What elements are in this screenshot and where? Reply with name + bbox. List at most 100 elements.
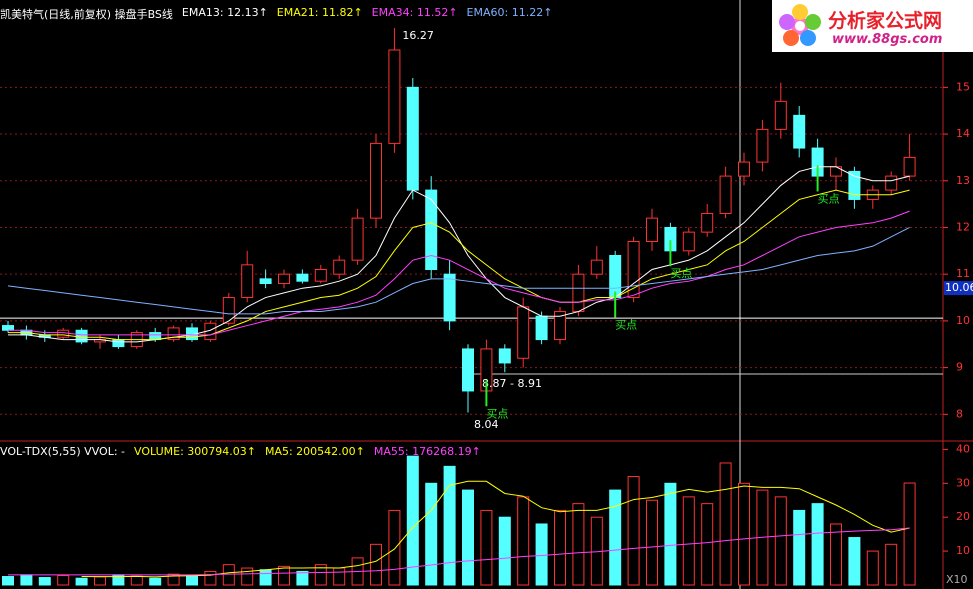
volume-bar (314, 564, 327, 586)
volume-bar (903, 482, 916, 586)
legend-entry: MA5: 200542.00↑ (264, 445, 365, 458)
volume-bar (296, 570, 309, 586)
volume-bar (2, 576, 14, 586)
axis-unit: X10 (946, 573, 968, 586)
logo-title: 分析家公式网 (828, 10, 943, 32)
legend-entry: EMA21: 11.82↑ (276, 6, 363, 19)
price-tag-bg (944, 281, 973, 296)
indicator-line (8, 210, 910, 336)
y-tick-label: 40 (956, 442, 970, 455)
candle-body (609, 254, 622, 299)
volume-bar (480, 509, 493, 586)
y-tick-label: 9 (956, 361, 963, 374)
candle-body (535, 315, 548, 341)
chart-title: VOL-TDX(5,55) VVOL: - (0, 445, 125, 458)
price-tag: 10.06 (945, 281, 973, 294)
candle-body (296, 273, 309, 282)
volume-bar (866, 550, 879, 586)
candle-body (517, 306, 530, 359)
chart-title: 凯美特气(日线,前复权) 操盘手BS线 (0, 8, 173, 21)
volume-bar (774, 496, 787, 586)
y-tick-label: 13 (956, 174, 970, 187)
high-label: 16.27 (402, 29, 434, 42)
candle-body (112, 339, 125, 348)
candle-body (222, 297, 235, 324)
volume-bar (370, 543, 382, 586)
volume-bar (627, 476, 640, 586)
candle-body (75, 329, 88, 343)
candle-body (443, 273, 456, 322)
legend-entry: EMA13: 12.13↑ (181, 6, 268, 19)
logo-url: www.88gs.com (832, 32, 943, 47)
candle-body (498, 348, 511, 364)
candle-body (848, 170, 861, 200)
y-tick-label: 10 (956, 544, 970, 557)
indicator-line (7, 227, 910, 315)
volume-bar (388, 509, 401, 586)
candle-body (406, 86, 419, 191)
y-tick-label: 8 (956, 407, 963, 420)
volume-bar (664, 482, 677, 586)
candle-body (590, 259, 603, 275)
volume-bar (535, 523, 548, 586)
volume-label: VOLUME: 300794.03↑ (134, 445, 256, 458)
indicator-line (8, 527, 910, 576)
volume-bar (646, 499, 658, 586)
volume-bar (130, 575, 143, 586)
volume-bar (811, 503, 824, 586)
indicator-line (8, 166, 910, 343)
legend-entry: EMA34: 11.52↑ (371, 6, 458, 19)
volume-bar (204, 570, 217, 586)
volume-bar (75, 577, 88, 586)
candle-body (627, 240, 640, 299)
volume-bar (848, 537, 861, 586)
candle-body (462, 348, 474, 392)
low-label: 8.04 (474, 418, 499, 431)
y-tick-label: 10 (956, 314, 970, 327)
volume-bar (57, 575, 70, 586)
y-tick-label: 11 (956, 267, 970, 280)
candle-body (885, 175, 898, 191)
logo-icon (779, 4, 821, 46)
volume-bar (609, 489, 622, 586)
volume-bar (572, 503, 585, 586)
legend-entry: EMA60: 11.22↑ (466, 6, 553, 19)
buy-label: 买点 (670, 267, 692, 280)
y-tick-label: 30 (956, 476, 970, 489)
y-tick-label: 12 (956, 220, 970, 233)
volume-bar (222, 564, 235, 586)
candle-body (167, 327, 180, 341)
candle-body (388, 49, 401, 144)
candle-body (57, 329, 70, 338)
volume-bar (498, 516, 511, 586)
volume-bar (186, 575, 198, 586)
volume-bar (425, 482, 438, 586)
price-header: 凯美特气(日线,前复权) 操盘手BS线 EMA13: 12.13↑ EMA21: … (0, 6, 552, 22)
candle-body (774, 100, 787, 130)
candle-body (719, 175, 732, 214)
buy-label: 买点 (615, 319, 637, 332)
candle-body (149, 332, 162, 341)
candle-body (351, 217, 364, 261)
y-tick-label: 14 (956, 127, 970, 140)
volume-bar (333, 567, 346, 586)
candle-body (701, 212, 714, 233)
candle-body (333, 259, 346, 275)
candle-body (646, 217, 658, 242)
volume-bar (554, 509, 566, 586)
volume-bar (517, 496, 530, 586)
volume-bar (20, 574, 33, 586)
candle-body (903, 156, 916, 177)
buy-label: 买点 (486, 407, 508, 420)
volume-bar (682, 496, 695, 586)
volume-bar (793, 509, 806, 586)
volume-bar (149, 577, 162, 586)
candle-body (682, 231, 695, 252)
candle-body (278, 273, 290, 285)
y-tick-label: 20 (956, 510, 970, 523)
range-label: 8.87 - 8.91 (482, 377, 542, 390)
volume-bar (462, 489, 474, 586)
candle-body (370, 142, 382, 219)
candle-body (756, 128, 769, 163)
volume-header: VOL-TDX(5,55) VVOL: - VOLUME: 300794.03↑… (0, 445, 481, 458)
